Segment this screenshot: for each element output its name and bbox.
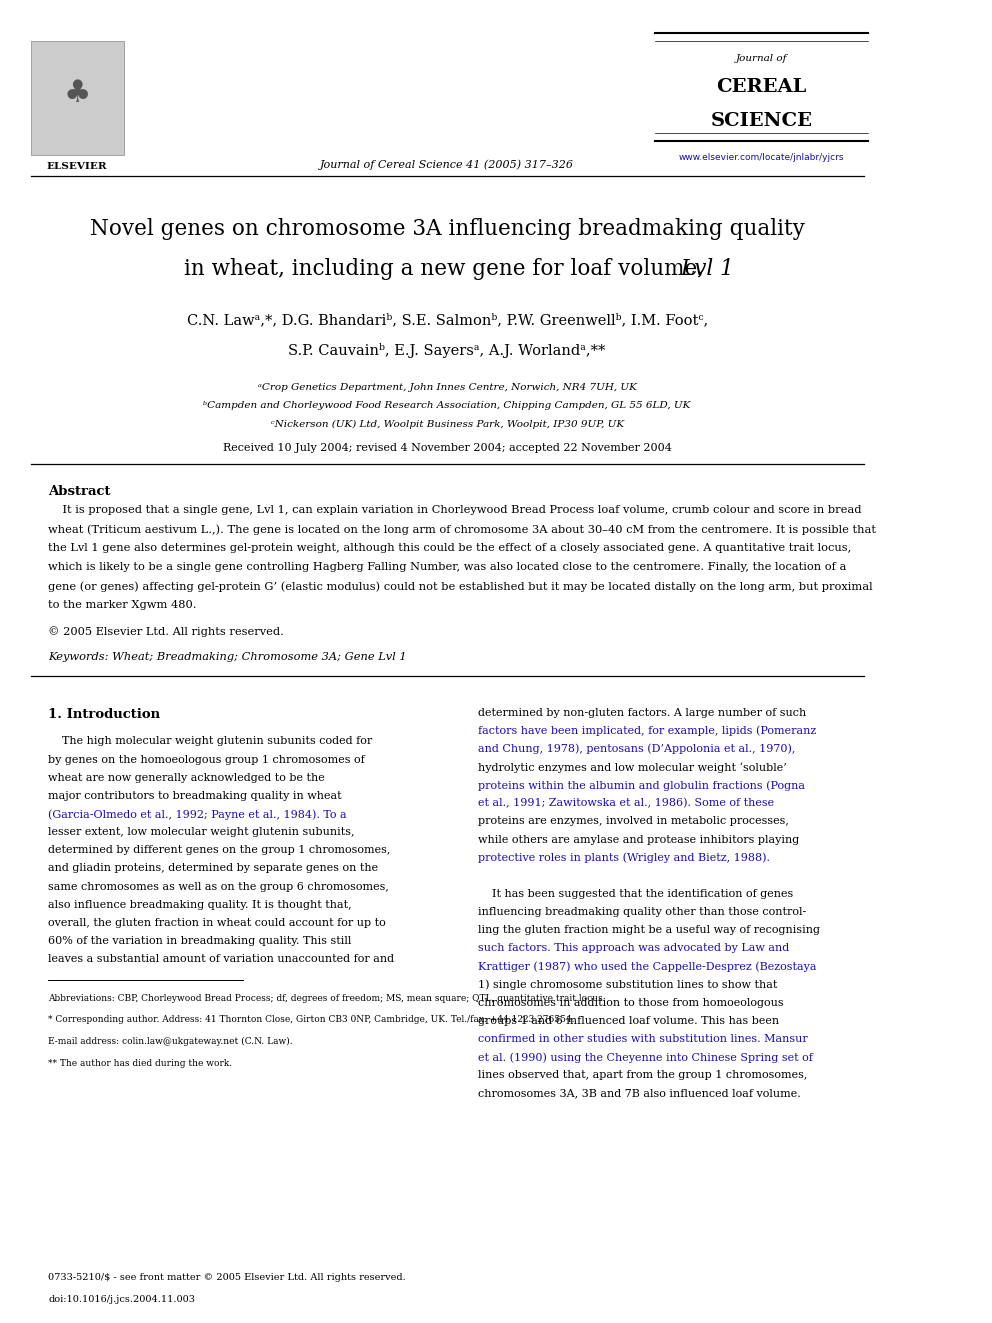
Text: proteins within the albumin and globulin fractions (Pogna: proteins within the albumin and globulin… [478,781,806,791]
Text: and gliadin proteins, determined by separate genes on the: and gliadin proteins, determined by sepa… [49,864,379,873]
Text: such factors. This approach was advocated by Law and: such factors. This approach was advocate… [478,943,790,954]
Text: www.elsevier.com/locate/jnlabr/yjcrs: www.elsevier.com/locate/jnlabr/yjcrs [679,152,844,161]
Text: the Lvl 1 gene also determines gel-protein weight, although this could be the ef: the Lvl 1 gene also determines gel-prote… [49,544,852,553]
Text: doi:10.1016/j.jcs.2004.11.003: doi:10.1016/j.jcs.2004.11.003 [49,1295,195,1304]
Text: same chromosomes as well as on the group 6 chromosomes,: same chromosomes as well as on the group… [49,881,389,892]
Text: which is likely to be a single gene controlling Hagberg Falling Number, was also: which is likely to be a single gene cont… [49,562,847,573]
Text: overall, the gluten fraction in wheat could account for up to: overall, the gluten fraction in wheat co… [49,918,386,927]
Text: also influence breadmaking quality. It is thought that,: also influence breadmaking quality. It i… [49,900,352,910]
Text: groups 1 and 6 influenced loaf volume. This has been: groups 1 and 6 influenced loaf volume. T… [478,1016,780,1025]
Text: SCIENCE: SCIENCE [710,112,812,130]
Text: 0733-5210/$ - see front matter © 2005 Elsevier Ltd. All rights reserved.: 0733-5210/$ - see front matter © 2005 El… [49,1273,406,1282]
Text: determined by non-gluten factors. A large number of such: determined by non-gluten factors. A larg… [478,708,806,717]
Text: gene (or genes) affecting gel-protein G’ (elastic modulus) could not be establis: gene (or genes) affecting gel-protein G’… [49,581,873,591]
Text: Lvl 1: Lvl 1 [681,258,734,280]
Text: 1. Introduction: 1. Introduction [49,708,161,721]
Text: Keywords: Wheat; Breadmaking; Chromosome 3A; Gene Lvl 1: Keywords: Wheat; Breadmaking; Chromosome… [49,652,407,663]
Text: ELSEVIER: ELSEVIER [47,161,107,171]
Text: wheat (Triticum aestivum L.,). The gene is located on the long arm of chromosome: wheat (Triticum aestivum L.,). The gene … [49,524,877,534]
Text: It is proposed that a single gene, Lvl 1, can explain variation in Chorleywood B: It is proposed that a single gene, Lvl 1… [49,505,862,515]
Text: chromosomes 3A, 3B and 7B also influenced loaf volume.: chromosomes 3A, 3B and 7B also influence… [478,1089,801,1098]
Text: et al. (1990) using the Cheyenne into Chinese Spring set of: et al. (1990) using the Cheyenne into Ch… [478,1052,813,1062]
Text: determined by different genes on the group 1 chromosomes,: determined by different genes on the gro… [49,845,391,855]
Text: © 2005 Elsevier Ltd. All rights reserved.: © 2005 Elsevier Ltd. All rights reserved… [49,626,285,636]
Text: Journal of Cereal Science 41 (2005) 317–326: Journal of Cereal Science 41 (2005) 317–… [320,159,574,169]
Text: leaves a substantial amount of variation unaccounted for and: leaves a substantial amount of variation… [49,954,395,964]
Text: It has been suggested that the identification of genes: It has been suggested that the identific… [478,889,794,898]
Text: protective roles in plants (Wrigley and Bietz, 1988).: protective roles in plants (Wrigley and … [478,852,770,863]
Text: lines observed that, apart from the group 1 chromosomes,: lines observed that, apart from the grou… [478,1070,807,1081]
Text: (Garcia-Olmedo et al., 1992; Payne et al., 1984). To a: (Garcia-Olmedo et al., 1992; Payne et al… [49,808,347,819]
Text: and Chung, 1978), pentosans (D’Appolonia et al., 1970),: and Chung, 1978), pentosans (D’Appolonia… [478,744,796,754]
Text: Novel genes on chromosome 3A influencing breadmaking quality: Novel genes on chromosome 3A influencing… [89,218,805,241]
Text: Krattiger (1987) who used the Cappelle-Desprez (Bezostaya: Krattiger (1987) who used the Cappelle-D… [478,962,816,972]
Text: The high molecular weight glutenin subunits coded for: The high molecular weight glutenin subun… [49,737,373,746]
Text: by genes on the homoeologous group 1 chromosomes of: by genes on the homoeologous group 1 chr… [49,754,365,765]
Text: Received 10 July 2004; revised 4 November 2004; accepted 22 November 2004: Received 10 July 2004; revised 4 Novembe… [223,443,672,454]
Text: E-mail address: colin.law@ukgateway.net (C.N. Law).: E-mail address: colin.law@ukgateway.net … [49,1037,293,1046]
Text: ling the gluten fraction might be a useful way of recognising: ling the gluten fraction might be a usef… [478,925,820,935]
Text: lesser extent, low molecular weight glutenin subunits,: lesser extent, low molecular weight glut… [49,827,355,837]
Text: 60% of the variation in breadmaking quality. This still: 60% of the variation in breadmaking qual… [49,935,352,946]
Text: ** The author has died during the work.: ** The author has died during the work. [49,1058,232,1068]
Text: factors have been implicated, for example, lipids (Pomeranz: factors have been implicated, for exampl… [478,725,816,736]
Text: confirmed in other studies with substitution lines. Mansur: confirmed in other studies with substitu… [478,1035,807,1044]
Text: ᶜNickerson (UK) Ltd, Woolpit Business Park, Woolpit, IP30 9UP, UK: ᶜNickerson (UK) Ltd, Woolpit Business Pa… [271,419,624,429]
Text: et al., 1991; Zawitowska et al., 1986). Some of these: et al., 1991; Zawitowska et al., 1986). … [478,798,775,808]
Text: C.N. Lawᵃ,*, D.G. Bhandariᵇ, S.E. Salmonᵇ, P.W. Greenwellᵇ, I.M. Footᶜ,: C.N. Lawᵃ,*, D.G. Bhandariᵇ, S.E. Salmon… [186,314,708,327]
Text: while others are amylase and protease inhibitors playing: while others are amylase and protease in… [478,835,800,844]
Text: Abbreviations: CBP, Chorleywood Bread Process; df, degrees of freedom; MS, mean : Abbreviations: CBP, Chorleywood Bread Pr… [49,994,606,1003]
Text: ᵇCampden and Chorleywood Food Research Association, Chipping Campden, GL 55 6LD,: ᵇCampden and Chorleywood Food Research A… [203,401,690,410]
Text: ♣: ♣ [63,79,90,108]
Text: proteins are enzymes, involved in metabolic processes,: proteins are enzymes, involved in metabo… [478,816,789,827]
Text: ᵃCrop Genetics Department, John Innes Centre, Norwich, NR4 7UH, UK: ᵃCrop Genetics Department, John Innes Ce… [258,382,637,392]
FancyBboxPatch shape [31,41,124,155]
Text: Journal of: Journal of [736,54,788,64]
Text: influencing breadmaking quality other than those control-: influencing breadmaking quality other th… [478,908,806,917]
Text: Abstract: Abstract [49,486,111,499]
Text: 1) single chromosome substitution lines to show that: 1) single chromosome substitution lines … [478,979,778,990]
Text: major contributors to breadmaking quality in wheat: major contributors to breadmaking qualit… [49,791,342,800]
Text: chromosomes in addition to those from homoeologous: chromosomes in addition to those from ho… [478,998,784,1008]
Text: wheat are now generally acknowledged to be the: wheat are now generally acknowledged to … [49,773,325,783]
Text: in wheat, including a new gene for loaf volume,: in wheat, including a new gene for loaf … [184,258,710,280]
Text: S.P. Cauvainᵇ, E.J. Sayersᵃ, A.J. Worlandᵃ,**: S.P. Cauvainᵇ, E.J. Sayersᵃ, A.J. Worlan… [289,344,606,359]
Text: CEREAL: CEREAL [716,78,806,95]
Text: hydrolytic enzymes and low molecular weight ‘soluble’: hydrolytic enzymes and low molecular wei… [478,762,787,773]
Text: * Corresponding author. Address: 41 Thornton Close, Girton CB3 0NP, Cambridge, U: * Corresponding author. Address: 41 Thor… [49,1015,575,1024]
Text: to the marker Xgwm 480.: to the marker Xgwm 480. [49,601,197,610]
